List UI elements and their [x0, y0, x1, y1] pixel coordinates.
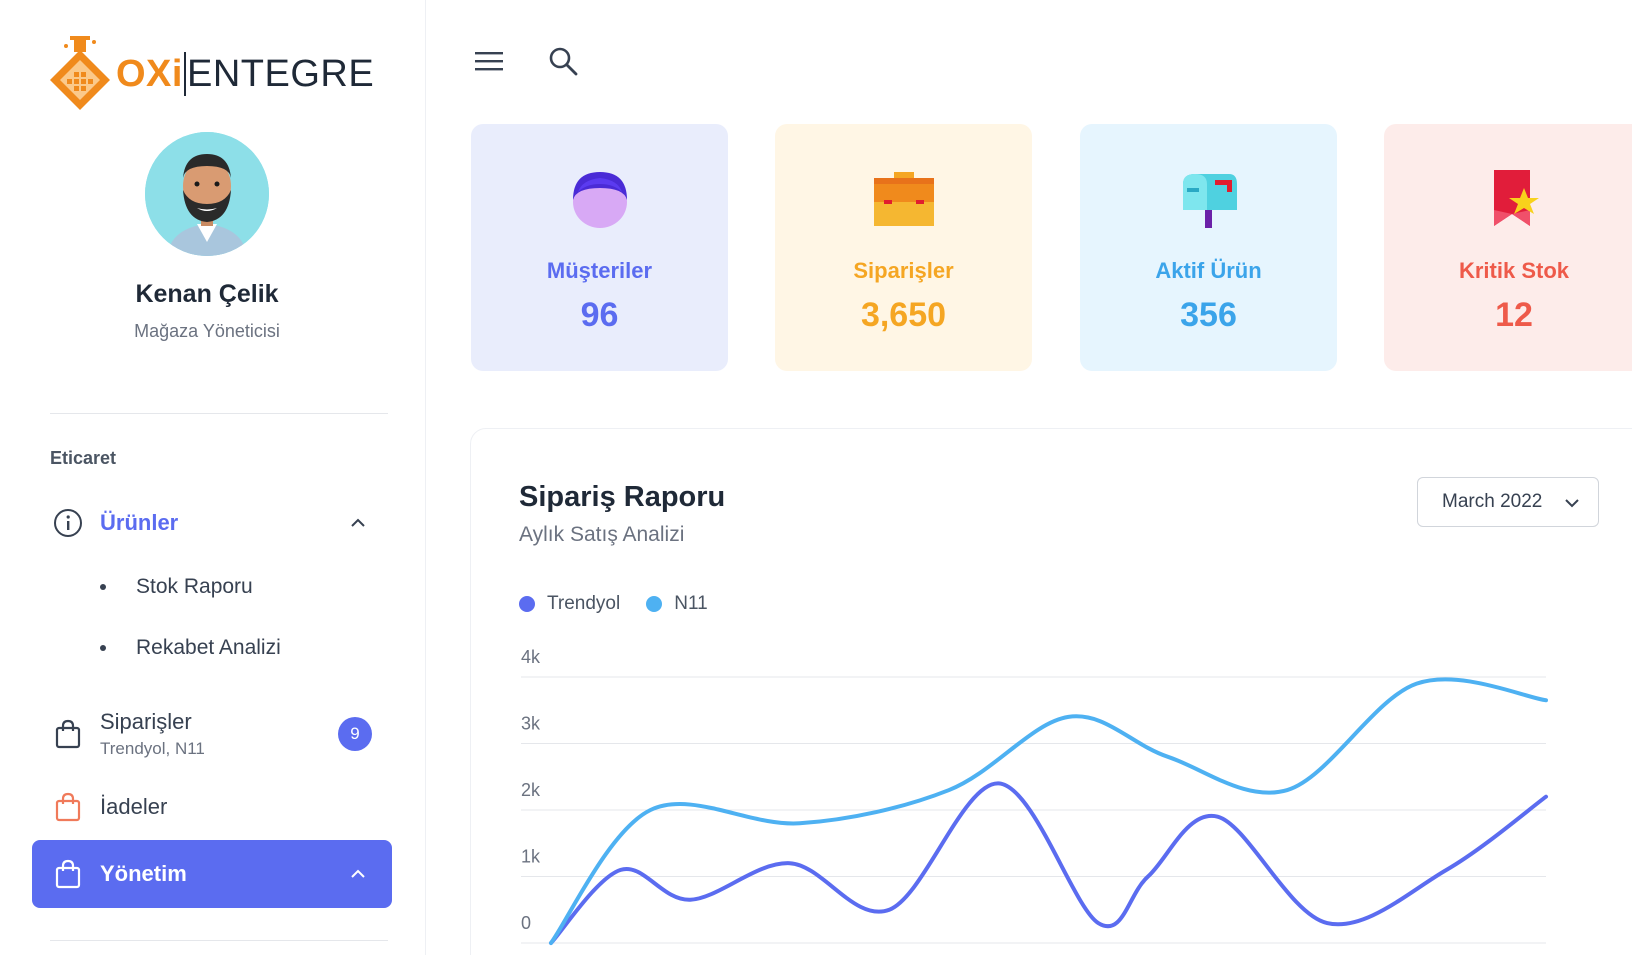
count-badge: 9 — [338, 717, 372, 751]
mailbox-icon — [1182, 174, 1237, 228]
legend-dot — [646, 596, 663, 612]
profile-role: Mağaza Yöneticisi — [134, 321, 280, 341]
user-profile: Kenan Çelik Mağaza Yöneticisi — [0, 132, 414, 342]
stat-value: 3,650 — [860, 296, 947, 334]
shopping-bag-orange-icon — [52, 791, 84, 823]
stat-label: Müşteriler — [546, 258, 653, 283]
shopping-bag-icon — [52, 718, 84, 750]
subitem-stok-raporu[interactable]: Stok Raporu — [100, 575, 253, 599]
flag-star-icon — [1494, 170, 1539, 226]
period-select[interactable]: March 2022 — [1417, 477, 1599, 527]
sidebar-item-label: Ürünler — [100, 510, 179, 535]
legend-label: Trendyol — [547, 593, 621, 614]
chevron-down-icon — [1565, 499, 1579, 508]
y-tick-label: 2k — [521, 780, 541, 800]
sidebar-item-label: Siparişler — [100, 709, 192, 734]
order-report-card: Sipariş Raporu Aylık Satış Analizi March… — [470, 428, 1632, 955]
sidebar-divider — [50, 940, 388, 941]
chart-legend: Trendyol N11 — [519, 593, 734, 615]
stat-value: 96 — [580, 296, 619, 334]
y-tick-label: 0 — [521, 913, 531, 933]
y-tick-label: 4k — [521, 647, 541, 667]
report-subtitle: Aylık Satış Analizi — [519, 523, 685, 546]
shopping-bag-icon — [52, 858, 84, 890]
series-line-trendyol[interactable] — [549, 781, 1548, 945]
stat-card-musteriler[interactable]: Müşteriler 96 — [471, 124, 728, 371]
legend-label: N11 — [674, 593, 708, 614]
user-avatar-icon — [145, 132, 269, 256]
sidebar: OXi ENTEGRE Kenan — [0, 0, 426, 955]
info-circle-icon — [52, 507, 84, 539]
subitem-label: Stok Raporu — [136, 575, 253, 598]
profile-name: Kenan Çelik — [135, 280, 279, 308]
sidebar-item-yonetim[interactable]: Yönetim — [32, 840, 392, 908]
stat-value: 12 — [1495, 296, 1533, 334]
stat-label: Siparişler — [853, 258, 954, 283]
stat-card-aktif-urun[interactable]: Aktif Ürün 356 — [1080, 124, 1337, 371]
sidebar-item-siparisler[interactable]: Siparişler Trendyol, N11 9 — [32, 706, 392, 762]
y-tick-label: 1k — [521, 847, 541, 867]
subitem-rekabet-analizi[interactable]: Rekabet Analizi — [100, 636, 281, 660]
logo-oxi-text: OXi — [116, 52, 183, 95]
stat-card-kritik-stok[interactable]: Kritik Stok 12 — [1384, 124, 1632, 371]
brand-logo[interactable]: OXi ENTEGRE — [48, 34, 374, 114]
sidebar-item-label: İadeler — [100, 794, 168, 819]
legend-item-n11[interactable]: N11 — [646, 593, 708, 615]
report-title: Sipariş Raporu — [519, 481, 726, 513]
search-icon[interactable] — [546, 44, 580, 78]
avatar[interactable] — [145, 132, 269, 256]
briefcase-icon — [873, 172, 934, 226]
stat-label: Kritik Stok — [1458, 258, 1570, 283]
legend-item-trendyol[interactable]: Trendyol — [519, 593, 620, 615]
stat-card-siparisler[interactable]: Siparişler 3,650 — [775, 124, 1032, 371]
customer-icon — [572, 172, 627, 228]
stat-value: 356 — [1180, 296, 1237, 334]
y-tick-label: 3k — [521, 714, 541, 734]
stat-label: Aktif Ürün — [1155, 258, 1262, 283]
sidebar-item-urunler[interactable]: Ürünler — [32, 503, 392, 543]
subitem-label: Rekabet Analizi — [136, 636, 281, 659]
order-line-chart: 0 1k 2k 3k 4k — [521, 647, 1548, 945]
sidebar-divider — [50, 413, 388, 414]
logo-entegre-text: ENTEGRE — [186, 52, 375, 95]
sidebar-item-iadeler[interactable]: İadeler — [32, 787, 392, 827]
chevron-up-icon[interactable] — [348, 513, 368, 533]
series-line-n11[interactable] — [549, 677, 1548, 945]
legend-dot — [519, 596, 535, 612]
chevron-up-icon[interactable] — [348, 864, 368, 884]
section-title-eticaret: Eticaret — [50, 448, 117, 468]
sidebar-item-label: Yönetim — [100, 861, 187, 886]
flask-logo-icon — [50, 36, 110, 110]
period-value: March 2022 — [1442, 491, 1543, 512]
sidebar-item-sublabel: Trendyol, N11 — [100, 739, 205, 758]
hamburger-menu-icon[interactable] — [472, 44, 506, 78]
